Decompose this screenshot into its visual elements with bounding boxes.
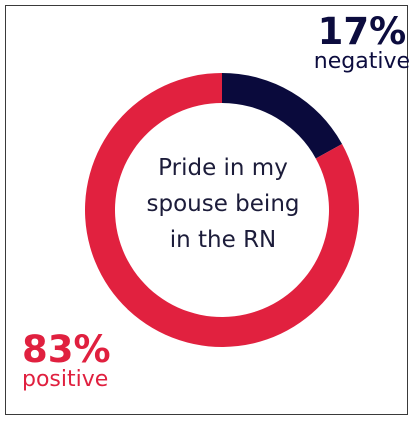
- donut-center-label: Pride in my spouse being in the RN: [128, 150, 318, 258]
- negative-label: negative: [314, 50, 410, 74]
- negative-slice-label: 17% negative: [314, 12, 410, 74]
- center-label-line-2: spouse being: [128, 186, 318, 222]
- negative-percent: 17%: [314, 12, 410, 52]
- positive-label: positive: [22, 368, 111, 392]
- donut-slice-negative: [222, 73, 342, 158]
- center-label-line-3: in the RN: [128, 222, 318, 258]
- center-label-line-1: Pride in my: [128, 150, 318, 186]
- positive-percent: 83%: [22, 330, 111, 370]
- positive-slice-label: 83% positive: [22, 330, 111, 392]
